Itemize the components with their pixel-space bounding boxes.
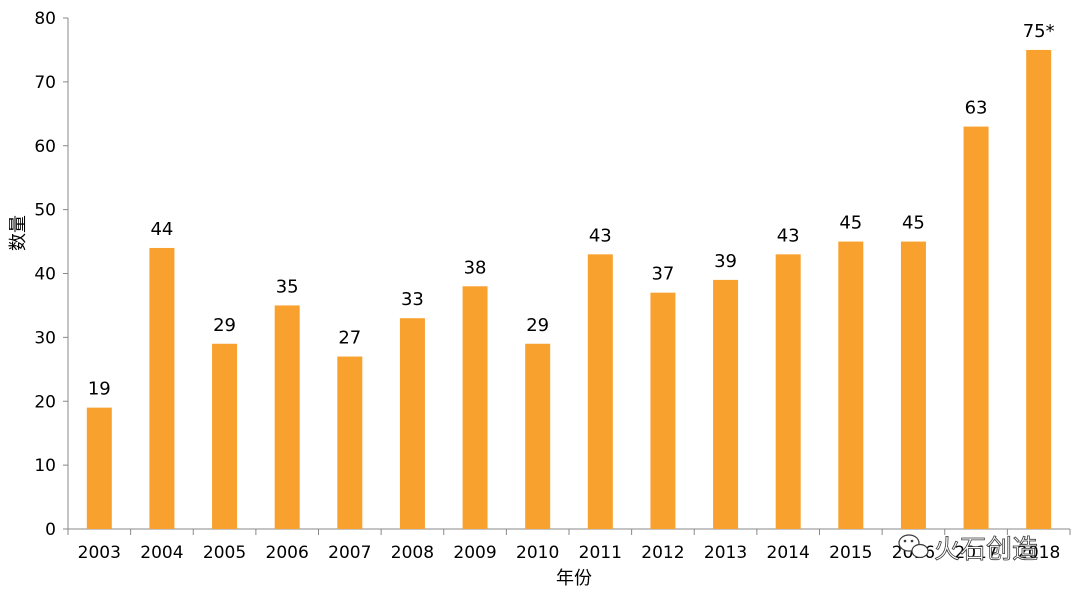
- data-label-2014: 43: [777, 225, 800, 246]
- data-label-2016: 45: [902, 213, 925, 234]
- bar-2013: [713, 279, 739, 529]
- data-label-2010: 29: [526, 315, 549, 336]
- bar-2011: [587, 254, 613, 529]
- bar-2003: [86, 407, 112, 529]
- x-tick-label: 2014: [767, 543, 810, 563]
- bars: [86, 49, 1052, 530]
- x-tick-label: 2013: [704, 543, 747, 563]
- bar-2018: [1026, 49, 1052, 529]
- x-tick-label: 2017: [954, 543, 997, 563]
- bar-2006: [274, 305, 300, 529]
- x-tick-label: 2008: [391, 543, 434, 563]
- x-tick-label: 2011: [579, 543, 622, 563]
- data-label-2017: 63: [965, 98, 988, 119]
- x-tick-label: 2006: [266, 543, 309, 563]
- x-tick-label: 2012: [641, 543, 684, 563]
- bar-2004: [149, 247, 175, 529]
- data-label-2015: 45: [839, 213, 862, 234]
- x-tick-label: 2015: [829, 543, 872, 563]
- data-label-2013: 39: [714, 251, 737, 272]
- x-tick-label: 2010: [516, 543, 559, 563]
- y-tick-label: 60: [34, 137, 56, 157]
- x-tick-label: 2018: [1017, 543, 1060, 563]
- y-axis: 0 10 20 30 40 50 60 70 80: [34, 9, 69, 540]
- data-labels: 19 44 29 35 27 33 38 29 43 37 39 43 45 45 63 75*: [88, 21, 1055, 400]
- wechat-icon: [898, 534, 929, 559]
- y-tick-label: 30: [34, 328, 56, 348]
- y-tick-label: 80: [34, 9, 56, 29]
- data-label-2005: 29: [213, 315, 236, 336]
- x-tick-label: 2003: [78, 543, 121, 563]
- data-label-2003: 19: [88, 379, 111, 400]
- bar-2007: [337, 356, 363, 529]
- y-tick-label: 0: [45, 520, 56, 540]
- bar-2016: [900, 241, 926, 529]
- x-tick-label: 2009: [453, 543, 496, 563]
- y-axis-title: 数量: [8, 215, 29, 251]
- bar-2008: [399, 318, 425, 529]
- bar-2012: [650, 292, 676, 529]
- data-label-2018: 75*: [1023, 21, 1055, 42]
- data-label-2004: 44: [150, 219, 173, 240]
- watermark: 火石创造: [898, 534, 1038, 565]
- bar-2005: [212, 343, 238, 529]
- data-label-2012: 37: [651, 264, 674, 285]
- x-tick-label: 2007: [328, 543, 371, 563]
- data-label-2007: 27: [338, 328, 361, 349]
- y-tick-label: 20: [34, 392, 56, 412]
- y-tick-label: 50: [34, 201, 56, 221]
- bar-2009: [462, 286, 488, 529]
- bar-2015: [838, 241, 864, 529]
- y-tick-label: 10: [34, 456, 56, 476]
- data-label-2008: 33: [401, 289, 424, 310]
- x-axis-title: 年份: [556, 568, 592, 589]
- y-tick-label: 40: [34, 265, 56, 285]
- data-label-2006: 35: [276, 276, 299, 297]
- bar-2017: [963, 126, 989, 530]
- watermark-text: 火石创造: [934, 535, 1038, 565]
- bar-2010: [525, 343, 551, 529]
- data-label-2009: 38: [464, 257, 487, 278]
- x-tick-label: 2005: [203, 543, 246, 563]
- y-tick-label: 70: [34, 73, 56, 93]
- x-tick-label: 2004: [140, 543, 183, 563]
- data-label-2011: 43: [589, 225, 612, 246]
- bar-2014: [775, 254, 801, 529]
